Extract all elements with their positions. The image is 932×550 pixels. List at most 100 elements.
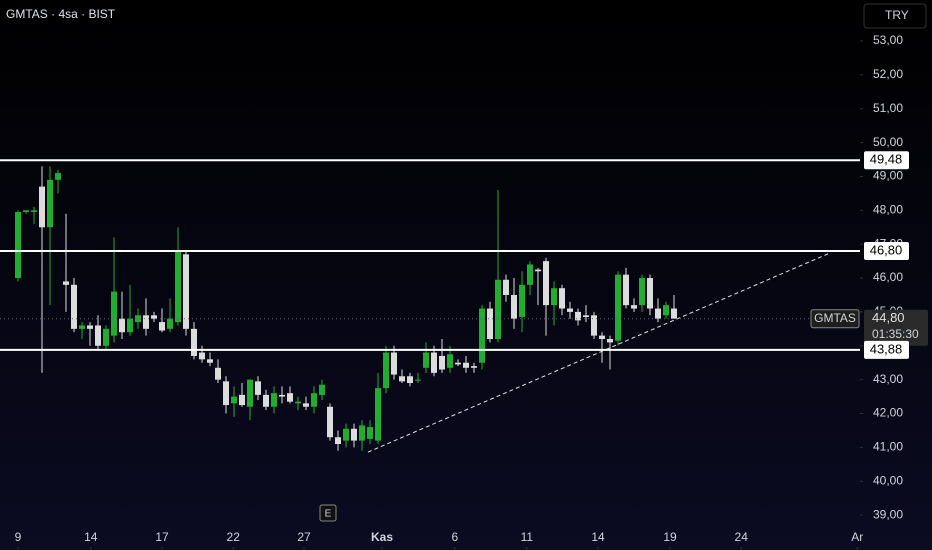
event-marker <box>319 504 337 522</box>
candle-body <box>527 264 533 285</box>
candle-body <box>375 388 381 441</box>
candle-body <box>327 406 333 438</box>
candle-body <box>455 362 461 365</box>
y-tick-label: 48,00 <box>873 202 903 216</box>
candle-body <box>439 355 445 370</box>
x-tick-label: Ar <box>851 530 863 544</box>
level-box <box>864 241 909 260</box>
candle-body <box>567 308 573 312</box>
candle-body <box>15 212 21 279</box>
candle-body <box>119 318 125 333</box>
candle-body <box>623 274 629 306</box>
candle-body <box>591 315 597 336</box>
candle-body <box>391 352 397 375</box>
x-tick-label: 14 <box>591 530 605 544</box>
candle-body <box>639 278 645 306</box>
candle-body <box>231 396 237 404</box>
x-tick-label: 27 <box>297 530 311 544</box>
candle-body <box>255 381 261 395</box>
candle-body <box>511 294 517 319</box>
candle-body <box>559 288 565 309</box>
candle-body <box>191 328 197 356</box>
y-tick-label: 51,00 <box>873 101 903 115</box>
candle-body <box>263 394 269 407</box>
x-tick-label: 9 <box>15 530 22 544</box>
last-price-name-box <box>810 309 860 329</box>
last-price-name: GMTAS <box>814 311 856 325</box>
candle-body <box>319 384 325 395</box>
y-tick-label: 53,00 <box>873 33 903 47</box>
candle-body <box>95 325 101 346</box>
candle-body <box>407 376 413 384</box>
candle-body <box>503 279 509 295</box>
y-tick-label: 39,00 <box>873 507 903 521</box>
candle-body <box>303 403 309 407</box>
candle-body <box>471 366 477 368</box>
candle-body <box>127 318 133 333</box>
candle-body <box>111 291 117 336</box>
x-tick-label: 22 <box>227 530 241 544</box>
x-tick-label: 19 <box>663 530 677 544</box>
candle-body <box>351 428 357 441</box>
currency-label[interactable]: TRY <box>885 8 909 22</box>
level-label: 43,88 <box>870 341 903 356</box>
x-tick-label: 14 <box>84 530 98 544</box>
candle-body <box>63 281 69 285</box>
candle-body <box>631 305 637 309</box>
candle-body <box>87 325 93 329</box>
candle-body <box>367 427 373 439</box>
countdown: 01:35:30 <box>872 327 919 341</box>
candle-body <box>615 274 621 341</box>
candle-body <box>487 308 493 340</box>
candle-body <box>671 308 677 319</box>
candle-body <box>199 352 205 360</box>
candle-body <box>535 269 541 272</box>
candle-body <box>343 428 349 441</box>
candle-body <box>415 379 421 381</box>
candle-body <box>47 179 53 228</box>
x-tick-label: Kas <box>371 530 393 544</box>
currency-button[interactable] <box>863 3 927 29</box>
candle-body <box>247 379 253 407</box>
candle-body <box>583 315 589 317</box>
candle-body <box>599 335 605 340</box>
candle-body <box>151 315 157 319</box>
y-tick-label: 50,00 <box>873 135 903 149</box>
y-tick-label: 46,00 <box>873 270 903 284</box>
chart-title: GMTAS · 4sa · BIST <box>6 7 116 21</box>
candle-body <box>55 173 61 180</box>
candle-body <box>655 308 661 319</box>
candle-body <box>495 279 501 340</box>
candle-body <box>271 393 277 407</box>
candle-body <box>135 315 141 323</box>
y-tick-label: 43,00 <box>873 372 903 386</box>
candle-body <box>519 284 525 317</box>
y-tick-label: 40,00 <box>873 473 903 487</box>
candle-body <box>223 381 229 406</box>
y-tick-label: 52,00 <box>873 67 903 81</box>
candle-body <box>431 352 437 373</box>
candle-body <box>103 328 109 346</box>
candle-body <box>399 376 405 382</box>
x-tick-label: 6 <box>451 530 458 544</box>
candle-body <box>287 393 293 402</box>
candle-body <box>23 210 29 213</box>
level-label: 49,48 <box>870 152 903 167</box>
candle-body <box>551 288 557 306</box>
candle-body <box>479 308 485 363</box>
candle-body <box>663 305 669 316</box>
level-label: 46,80 <box>870 242 903 257</box>
candle-body <box>463 362 469 368</box>
candle-body <box>295 401 301 404</box>
candle-body <box>167 318 173 329</box>
x-tick-label: 24 <box>735 530 749 544</box>
candle-body <box>159 322 165 331</box>
candle-body <box>607 339 613 343</box>
candle-body <box>79 325 85 329</box>
x-tick-label: 11 <box>521 530 534 544</box>
last-price-label: 44,80 <box>872 310 905 325</box>
candle-body <box>183 254 189 329</box>
candle-body <box>279 394 285 397</box>
